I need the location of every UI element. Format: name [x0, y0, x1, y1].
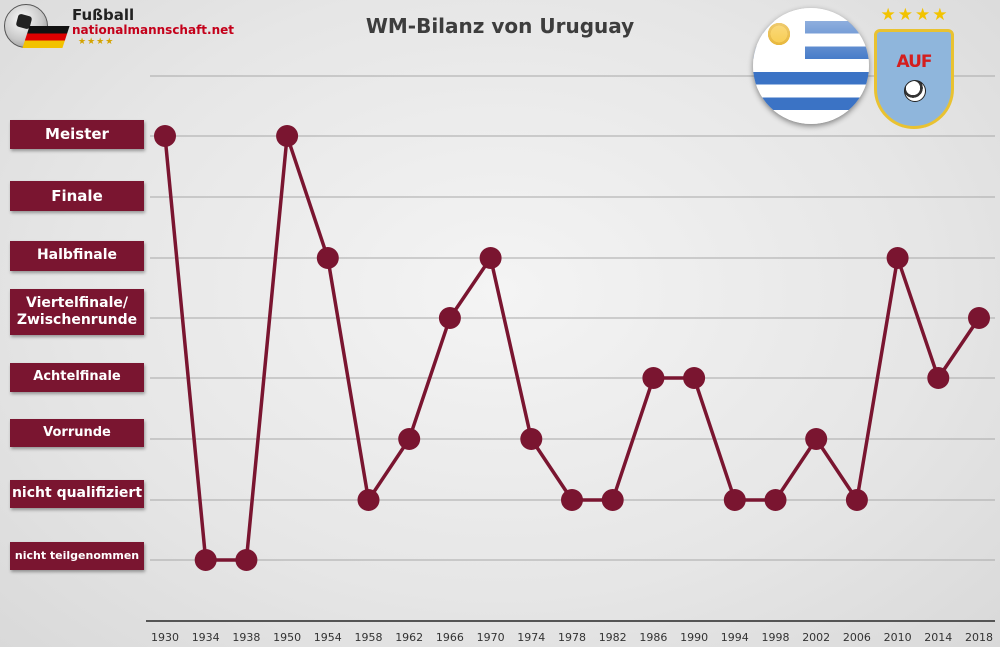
data-point — [276, 125, 299, 147]
data-point — [561, 489, 583, 511]
site-logo[interactable]: Fußball nationalmannschaft.net ★★★★ — [4, 4, 234, 50]
uruguay-flag-icon — [753, 8, 869, 124]
x-tick-labels: 1930 1934 1938 1950 1954 1958 1962 1966 1970 1974… — [151, 631, 993, 644]
x-tick-label: 1994 — [721, 631, 749, 644]
data-point — [438, 307, 461, 329]
data-point — [845, 489, 868, 511]
x-tick-label: 1958 — [355, 631, 383, 644]
data-point — [886, 247, 909, 269]
logo-text-line1: Fußball — [72, 6, 135, 24]
logo-stars: ★★★★ — [78, 37, 115, 47]
y-category-label: Viertelfinale/ Zwischenrunde — [10, 289, 144, 335]
auf-crest-icon: ★★★★ AUF — [872, 5, 958, 131]
x-tick-label: 1934 — [192, 631, 220, 644]
data-point — [154, 125, 176, 147]
data-point — [805, 428, 828, 450]
data-point — [479, 247, 502, 269]
data-point — [194, 549, 217, 571]
data-point — [357, 489, 380, 511]
data-point — [968, 307, 990, 329]
y-category-label: Vorrunde — [10, 419, 144, 447]
y-category-label: Finale — [10, 181, 144, 211]
data-point — [764, 489, 787, 511]
chart-title: WM-Bilanz von Uruguay — [365, 14, 635, 38]
x-tick-label: 1954 — [314, 631, 342, 644]
crest-ball-icon — [904, 80, 926, 102]
y-category-label: nicht qualifiziert — [10, 480, 144, 508]
series-points — [154, 125, 990, 571]
x-tick-label: 1962 — [395, 631, 423, 644]
crest-letters: AUF — [896, 52, 932, 72]
x-tick-label: 1982 — [599, 631, 627, 644]
x-tick-label: 1990 — [680, 631, 708, 644]
y-category-label: Halbfinale — [10, 241, 144, 271]
x-tick-label: 2010 — [884, 631, 912, 644]
x-tick-label: 1986 — [639, 631, 667, 644]
x-tick-label: 2002 — [802, 631, 830, 644]
data-point — [235, 549, 258, 571]
x-tick-label: 1930 — [151, 631, 179, 644]
gridlines — [150, 75, 995, 561]
y-category-label: Achtelfinale — [10, 363, 144, 392]
y-category-label: Meister — [10, 120, 144, 149]
crest-shield: AUF — [874, 29, 954, 129]
x-tick-label: 1966 — [436, 631, 464, 644]
y-category-label: nicht teilgenommen — [10, 542, 144, 570]
x-tick-label: 1950 — [273, 631, 301, 644]
x-tick-label: 2018 — [965, 631, 993, 644]
x-tick-label: 1978 — [558, 631, 586, 644]
data-point — [398, 428, 421, 450]
data-point — [601, 489, 624, 511]
data-point — [683, 367, 706, 389]
data-point — [316, 247, 339, 269]
data-point — [723, 489, 746, 511]
crest-stars: ★★★★ — [880, 5, 950, 25]
x-tick-label: 1974 — [517, 631, 545, 644]
x-tick-label: 1970 — [477, 631, 505, 644]
x-tick-label: 2006 — [843, 631, 871, 644]
germany-flag-icon — [22, 26, 70, 48]
x-tick-label: 2014 — [924, 631, 952, 644]
x-tick-label: 1998 — [762, 631, 790, 644]
data-point — [520, 428, 543, 450]
logo-text-line2: nationalmannschaft.net — [72, 23, 235, 37]
x-tick-label: 1938 — [232, 631, 260, 644]
data-point — [927, 367, 950, 389]
data-point — [642, 367, 665, 389]
